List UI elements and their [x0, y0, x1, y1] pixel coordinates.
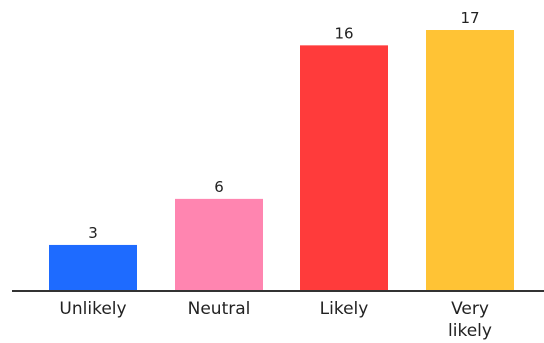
category-label-very-likely: Very likely: [448, 299, 492, 341]
category-label-line: Neutral: [188, 299, 251, 319]
category-label-unlikely: Unlikely: [59, 299, 126, 319]
bar-neutral: [175, 198, 263, 291]
category-label-line: Likely: [320, 299, 369, 319]
bar-unlikely: [49, 244, 137, 291]
bar-likely: [300, 45, 388, 292]
bars-layer: [49, 30, 514, 292]
category-label-line: Very: [451, 299, 489, 319]
category-label-line: likely: [448, 321, 492, 341]
value-label-likely: 16: [334, 24, 353, 42]
bar-very-likely: [426, 30, 514, 291]
value-label-unlikely: 3: [88, 224, 98, 242]
value-label-very-likely: 17: [460, 9, 479, 27]
category-label-neutral: Neutral: [188, 299, 251, 319]
value-label-neutral: 6: [214, 178, 224, 196]
category-label-likely: Likely: [320, 299, 369, 319]
labels-layer: 3 Unlikely 6 Neutral 16 Likely 17 Very likely: [59, 9, 492, 341]
category-label-line: Unlikely: [59, 299, 126, 319]
